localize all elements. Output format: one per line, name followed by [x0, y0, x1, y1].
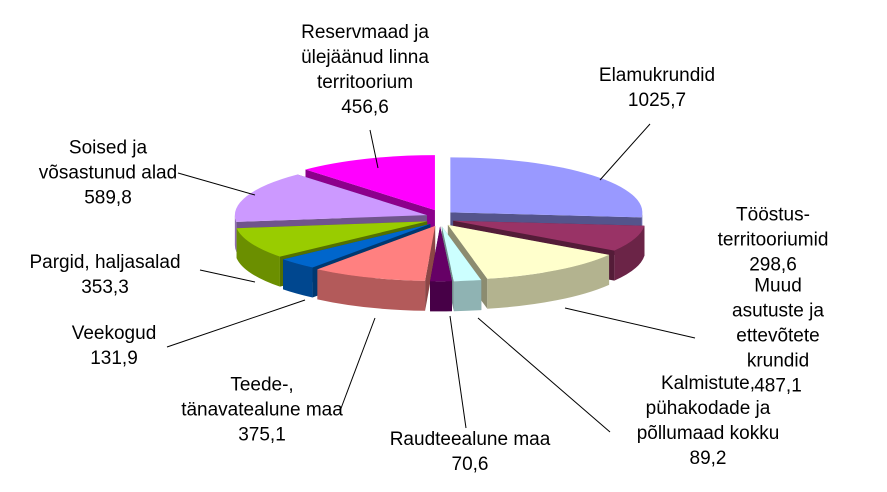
slice-label: Reservmaad ja ülejäänud linna territoori… — [301, 20, 429, 120]
category-name: Tööstus- territooriumid — [717, 204, 829, 251]
leader-line — [177, 172, 256, 196]
slice-label: Muud asutuste ja ettevõtete krundid 487,1 — [724, 274, 833, 399]
leader-line — [477, 317, 611, 433]
slice — [317, 225, 436, 281]
category-name: Pargid, haljasalad — [29, 252, 181, 273]
leader-line — [199, 269, 256, 283]
slice-label: Elamukrundid 1025,7 — [599, 63, 715, 113]
value-label: 589,8 — [84, 187, 132, 209]
slice-side — [234, 215, 237, 252]
slice — [305, 155, 435, 211]
slice — [234, 174, 427, 222]
leader-line — [166, 299, 306, 348]
leader-line — [449, 315, 467, 429]
value-label: 353,3 — [81, 277, 129, 298]
leader-line — [564, 307, 696, 339]
value-label: 298,6 — [749, 254, 797, 276]
slice-side — [236, 228, 280, 287]
category-name: Raudteealune maa — [389, 429, 551, 450]
slice-label: Soised ja võsastunud alad 589,8 — [39, 136, 177, 211]
slice-label: Pargid, haljasalad 353,3 — [29, 250, 180, 300]
leader-line — [339, 317, 376, 412]
slice — [283, 224, 431, 268]
slice — [447, 224, 610, 279]
value-label: 1025,7 — [627, 90, 687, 111]
slice-side — [317, 269, 426, 311]
value-label: 487,1 — [754, 375, 802, 397]
slice-side — [487, 254, 610, 309]
slice-label: Teede-, tänavatealune maa 375,1 — [181, 373, 343, 448]
slice — [453, 220, 645, 251]
slice-side — [283, 259, 313, 298]
category-name: Veekogud — [71, 323, 157, 344]
value-label: 89,2 — [689, 448, 727, 469]
category-name: Elamukrundid — [598, 65, 716, 86]
slice-side — [453, 280, 482, 312]
slice-side — [430, 281, 452, 312]
leader-line — [369, 129, 379, 169]
category-name: Teede-, tänavatealune maa — [181, 374, 343, 421]
slice-label: Tööstus- territooriumid 298,6 — [718, 203, 829, 278]
value-label: 70,6 — [451, 454, 489, 475]
value-label: 456,6 — [341, 97, 389, 118]
slice-label: Veekogud 131,9 — [72, 321, 157, 371]
category-name: Muud asutuste ja ettevõtete krundid — [732, 275, 824, 372]
category-name: Soised ja võsastunud alad — [38, 137, 178, 184]
slice — [236, 221, 428, 257]
category-name: Reservmaad ja ülejäänud linna territoori… — [301, 22, 429, 93]
slice-side — [614, 225, 645, 281]
category-name: Kalmistute, pühakodade ja põllumaad kokk… — [636, 373, 780, 444]
leader-line — [599, 123, 651, 181]
slice-label: Kalmistute, pühakodade ja põllumaad kokk… — [637, 371, 780, 471]
slice — [441, 226, 482, 282]
slice — [450, 157, 643, 218]
slice — [430, 226, 452, 282]
value-label: 375,1 — [238, 424, 286, 446]
value-label: 131,9 — [90, 348, 138, 369]
slice-label: Raudteealune maa 70,6 — [390, 427, 551, 477]
